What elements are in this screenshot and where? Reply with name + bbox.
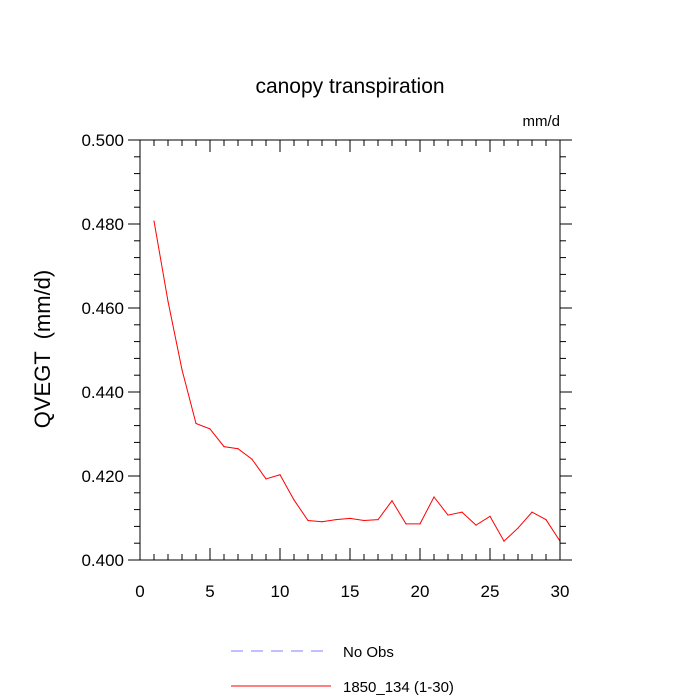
x-tick-label: 30 [551,582,570,601]
legend-label-1: 1850_134 (1-30) [343,679,454,696]
data-point [349,517,351,520]
data-point [363,519,365,522]
data-point [167,300,169,302]
tick-marks [128,139,572,561]
data-point [517,527,519,529]
data-point [251,458,253,460]
data-point [307,519,309,522]
data-point [433,496,435,498]
data-point [475,524,477,526]
data-point [377,519,379,521]
data-point [489,515,491,517]
data-point [293,499,295,501]
chart-title: canopy transpiration [255,75,444,98]
data-point [531,511,533,513]
y-tick-label: 0.480 [81,215,124,234]
data-point [447,514,449,516]
data-point [209,428,211,430]
data-point [335,519,337,521]
tick-labels: 0 5 10 15 20 25 30 0.400 0.420 0.440 0.460 0.480 0.5… [81,131,569,601]
x-tick-label: 0 [135,582,144,601]
y-tick-label: 0.460 [81,299,124,318]
x-tick-label: 10 [271,582,290,601]
data-point [265,478,267,480]
data-point [237,448,239,450]
data-point [419,523,421,525]
data-point [461,511,463,513]
data-point [181,369,183,371]
data-point [223,446,225,448]
y-tick-label: 0.420 [81,467,124,486]
data-point [503,540,505,542]
y-tick-label: 0.400 [81,551,124,570]
y-tick-label: 0.440 [81,383,124,402]
units-label: mm/d [523,113,561,130]
series-line-0 [153,220,561,542]
data-point [153,220,155,222]
data-point [321,521,323,523]
x-tick-label: 15 [341,582,360,601]
data-point [279,474,281,476]
y-axis-label: QVEGT (mm/d) [30,270,55,429]
legend-label-0: No Obs [343,644,394,661]
x-tick-label: 5 [205,582,214,601]
x-tick-label: 20 [411,582,430,601]
data-point [405,523,407,525]
legend: No Obs 1850_134 (1-30) [231,644,454,696]
data-point [545,519,547,521]
data-point [391,500,393,502]
x-tick-label: 25 [481,582,500,601]
data-point [195,422,197,425]
plot-frame [139,139,561,561]
y-tick-label: 0.500 [81,131,124,150]
series-layer [153,220,561,542]
